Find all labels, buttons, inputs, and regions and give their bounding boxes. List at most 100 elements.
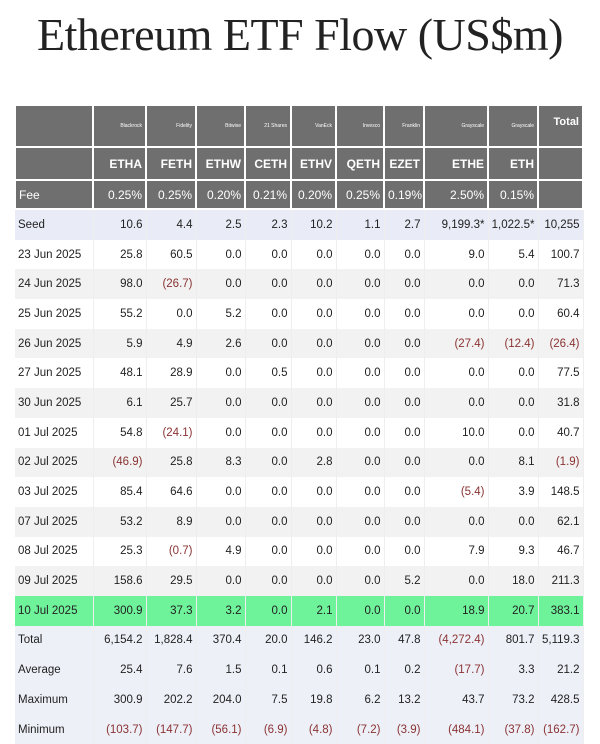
table-cell: 7.5 xyxy=(245,685,292,715)
table-cell: 0.0 xyxy=(384,358,425,389)
table-cell: 0.0 xyxy=(245,388,292,418)
table-cell: 2.8 xyxy=(291,447,337,478)
row-label: 27 Jun 2025 xyxy=(15,358,94,389)
table-cell: 383.1 xyxy=(538,595,584,626)
table-cell: 0.0 xyxy=(336,328,385,359)
table-cell: 0.0 xyxy=(336,477,385,507)
table-cell: 0.0 xyxy=(196,358,246,389)
table-cell: 5.9 xyxy=(93,328,147,359)
table-cell: 18.9 xyxy=(424,595,489,626)
table-cell: (46.9) xyxy=(93,447,147,478)
table-cell: 0.0 xyxy=(291,477,337,507)
highlighted-table-row: 10 Jul 2025 300.9 37.3 3.2 0.0 2.1 0.0 0.0 18.9 2… xyxy=(15,595,584,626)
table-row: 23 Jun 2025 25.8 60.5 0.0 0.0 0.0 0.0 0.0 9.0 5.4… xyxy=(15,239,584,270)
table-cell: 40.7 xyxy=(538,417,584,448)
table-cell: 0.0 xyxy=(384,417,425,448)
table-cell: 0.0 xyxy=(196,388,246,418)
issuer-header-cell: Grayscale xyxy=(423,104,489,148)
issuer-header-cell: 21 Shares xyxy=(244,104,292,148)
table-cell: 55.2 xyxy=(93,299,147,329)
ticker-header-cell xyxy=(537,146,584,181)
ticker-header-cell: ETHW xyxy=(195,146,246,181)
table-cell: 25.3 xyxy=(93,536,147,567)
ticker-header-cell: ETHV xyxy=(290,146,337,181)
table-cell: 0.0 xyxy=(291,328,337,359)
table-cell: 158.6 xyxy=(93,566,147,596)
table-row: 01 Jul 2025 54.8 (24.1) 0.0 0.0 0.0 0.0 0.0 10.0… xyxy=(15,417,584,448)
table-cell: 0.0 xyxy=(245,299,292,329)
row-label: 08 Jul 2025 xyxy=(15,536,94,567)
table-cell: 211.3 xyxy=(538,566,584,596)
fee-cell: 0.25% xyxy=(335,179,385,210)
issuer-header-cell: Fidelity xyxy=(145,104,197,148)
table-cell: (37.8) xyxy=(488,714,539,744)
table-cell: (26.7) xyxy=(146,269,197,300)
table-cell: 0.0 xyxy=(488,299,539,329)
table-cell: 37.3 xyxy=(146,595,197,626)
ticker-header-row: ETHA FETH ETHW CETH ETHV QETH EZET ETHE ETH xyxy=(14,146,584,181)
table-cell: 0.0 xyxy=(291,536,337,567)
table-cell: 3.9 xyxy=(488,477,539,507)
table-cell: 19.8 xyxy=(291,685,337,715)
row-label: 24 Jun 2025 xyxy=(15,269,94,300)
fee-cell: 0.21% xyxy=(244,179,292,210)
table-cell: 0.0 xyxy=(196,417,246,448)
table-cell: 4.9 xyxy=(196,536,246,567)
table-cell: 0.0 xyxy=(245,417,292,448)
issuer-header-cell: Blackrock xyxy=(92,104,147,148)
table-cell: 0.0 xyxy=(245,477,292,507)
table-cell: 8.3 xyxy=(196,447,246,478)
fee-cell: 0.20% xyxy=(195,179,246,210)
row-label: 01 Jul 2025 xyxy=(15,417,94,448)
fee-header-row: Fee 0.25% 0.25% 0.20% 0.21% 0.20% 0.25% 0.19% 2.… xyxy=(14,179,584,210)
table-cell: (162.7) xyxy=(538,714,584,744)
table-cell: 54.8 xyxy=(93,417,147,448)
table-cell: 28.9 xyxy=(146,358,197,389)
row-label: Maximum xyxy=(15,685,94,715)
table-cell: 0.0 xyxy=(336,566,385,596)
row-label: 03 Jul 2025 xyxy=(15,477,94,507)
table-cell: (27.4) xyxy=(424,328,489,359)
table-cell: (4,272.4) xyxy=(424,625,489,656)
table-cell: 300.9 xyxy=(93,685,147,715)
table-cell: (12.4) xyxy=(488,328,539,359)
table-row: 25 Jun 2025 55.2 0.0 5.2 0.0 0.0 0.0 0.0 0.0 0.0 6… xyxy=(15,299,584,329)
table-cell: 0.0 xyxy=(245,239,292,270)
table-cell: 0.0 xyxy=(424,358,489,389)
table-cell: 0.0 xyxy=(384,299,425,329)
ticker-header-cell: QETH xyxy=(335,146,385,181)
fee-cell: 2.50% xyxy=(423,179,489,210)
table-cell: (484.1) xyxy=(424,714,489,744)
issuer-header-cell: VanEck xyxy=(290,104,337,148)
row-label: 07 Jul 2025 xyxy=(15,506,94,537)
table-cell: 0.0 xyxy=(336,388,385,418)
table-cell: (147.7) xyxy=(146,714,197,744)
table-cell: 0.1 xyxy=(336,655,385,685)
fee-cell: Fee xyxy=(14,179,94,210)
table-cell: 0.0 xyxy=(424,388,489,418)
table-cell: 8.9 xyxy=(146,506,197,537)
table-cell: 0.0 xyxy=(336,536,385,567)
table-cell: 0.0 xyxy=(146,299,197,329)
table-cell: 29.5 xyxy=(146,566,197,596)
table-cell: 71.3 xyxy=(538,269,584,300)
table-cell: 5.2 xyxy=(384,566,425,596)
table-cell: 9.0 xyxy=(424,239,489,270)
table-cell: 7.6 xyxy=(146,655,197,685)
row-label: 26 Jun 2025 xyxy=(15,328,94,359)
etf-flow-table: Blackrock Fidelity Bitwise 21 Shares VanEck I… xyxy=(14,104,584,744)
table-cell: 0.0 xyxy=(291,269,337,300)
table-cell: 0.1 xyxy=(245,655,292,685)
table-cell: 8.1 xyxy=(488,447,539,478)
table-cell: 0.0 xyxy=(291,506,337,537)
table-cell: 9,199.3* xyxy=(424,209,489,240)
table-cell: 48.1 xyxy=(93,358,147,389)
table-cell: 20.7 xyxy=(488,595,539,626)
table-cell: 0.0 xyxy=(336,269,385,300)
table-cell: 0.0 xyxy=(336,358,385,389)
table-cell: 53.2 xyxy=(93,506,147,537)
table-cell: 0.0 xyxy=(424,506,489,537)
table-cell: 0.0 xyxy=(245,536,292,567)
issuer-header-row: Blackrock Fidelity Bitwise 21 Shares VanEck I… xyxy=(14,104,584,148)
row-label: 10 Jul 2025 xyxy=(15,595,94,626)
